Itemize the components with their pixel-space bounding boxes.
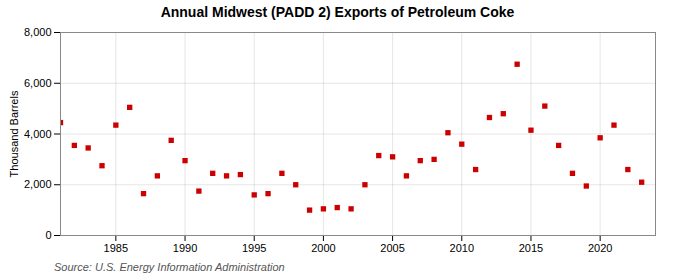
svg-text:4,000: 4,000 [24, 128, 52, 140]
svg-text:2005: 2005 [380, 242, 404, 254]
svg-text:2010: 2010 [450, 242, 474, 254]
svg-text:1990: 1990 [173, 242, 197, 254]
svg-text:2015: 2015 [519, 242, 543, 254]
svg-text:1995: 1995 [242, 242, 266, 254]
svg-text:0: 0 [45, 229, 51, 241]
svg-text:Thousand Barrels: Thousand Barrels [8, 90, 20, 177]
svg-text:6,000: 6,000 [24, 77, 52, 89]
svg-text:8,000: 8,000 [24, 26, 52, 38]
svg-text:2,000: 2,000 [24, 178, 52, 190]
html-text:Annual Midwest (PADD 2) Export: Annual Midwest (PADD 2) Exports of Petro… [160, 4, 515, 20]
html-text:Source: U.S. Energy Informatio: Source: U.S. Energy Information Administ… [54, 261, 285, 273]
svg-text:2020: 2020 [588, 242, 612, 254]
svg-text:2000: 2000 [311, 242, 335, 254]
svg-text:1985: 1985 [104, 242, 128, 254]
